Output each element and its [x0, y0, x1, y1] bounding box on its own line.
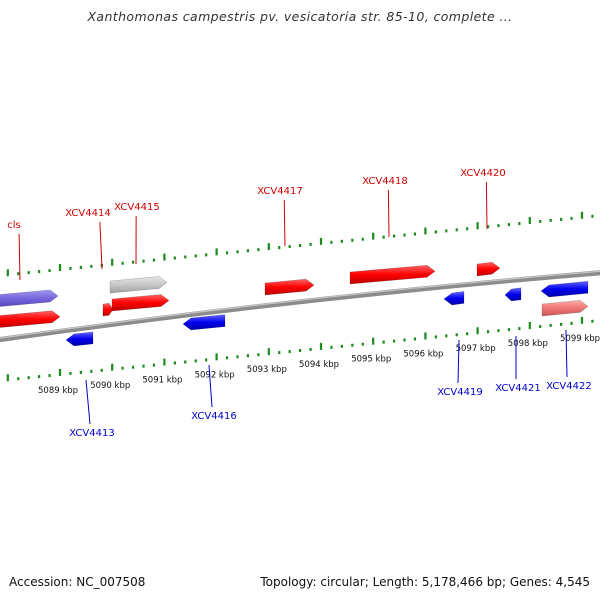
reverse-gene-label[interactable]: XCV4416	[191, 411, 236, 422]
reverse-gene[interactable]	[65, 331, 94, 347]
scale-tick-label: 5097 kbp	[456, 344, 496, 354]
forward-gene-label[interactable]: cls	[7, 220, 21, 231]
purple-feature[interactable]	[0, 289, 59, 307]
scale-tick-label: 5091 kbp	[142, 376, 182, 386]
topology-text: Topology: circular; Length: 5,178,466 bp…	[260, 575, 590, 589]
scale-tick-label: 5096 kbp	[403, 349, 443, 359]
forward-gene-label[interactable]: XCV4417	[257, 186, 302, 197]
grey-feature[interactable]	[109, 276, 168, 294]
accession-text: Accession: NC_007508	[9, 575, 146, 589]
scale-tick-label: 5093 kbp	[247, 365, 287, 375]
scale-tick-label: 5095 kbp	[351, 355, 391, 365]
scale-tick-label: 5094 kbp	[299, 360, 339, 370]
scale-tick-label: 5092 kbp	[195, 370, 235, 380]
reverse-gene[interactable]	[443, 291, 465, 306]
scale-ticks: 5089 kbp 5090 kbp 5091 kbp 5092 kbp 5093 kbp…	[6, 211, 600, 396]
gene-label-leader	[283, 199, 286, 247]
reverse-gene-label[interactable]: XCV4413	[69, 428, 114, 439]
scale-tick-label: 5089 kbp	[38, 386, 78, 396]
forward-gene-label[interactable]: XCV4420	[460, 168, 505, 179]
forward-gene[interactable]	[102, 302, 114, 317]
forward-gene[interactable]	[0, 310, 61, 328]
scale-tick-label: 5090 kbp	[90, 381, 130, 391]
reverse-gene[interactable]	[182, 314, 226, 331]
gene-label-leader	[18, 233, 21, 281]
reverse-gene[interactable]	[504, 287, 522, 302]
reverse-gene-label[interactable]: XCV4421	[495, 383, 540, 394]
map-title: Xanthomonas campestris pv. vesicatoria s…	[87, 9, 513, 24]
gene-label-leader	[208, 364, 213, 408]
scale-tick-label: 5098 kbp	[508, 339, 548, 349]
gene-label-leader	[565, 329, 568, 378]
gene-label-leader	[485, 181, 488, 230]
reverse-gene-label[interactable]: XCV4422	[546, 381, 591, 392]
forward-gene[interactable]	[476, 261, 501, 277]
forward-gene-label[interactable]: XCV4418	[362, 176, 407, 187]
features	[0, 276, 589, 317]
scale-tick-label: 5099 kbp	[560, 334, 600, 344]
forward-gene[interactable]	[111, 294, 170, 312]
forward-gene-label[interactable]: XCV4415	[114, 202, 159, 213]
gene-labels: cls XCV4414 XCV4415 XCV4417 XCV4418 XCV4420 XC…	[7, 168, 591, 439]
reverse-gene[interactable]	[540, 280, 589, 298]
chromosome-backbone	[0, 270, 600, 343]
gene-label-leader	[457, 339, 460, 384]
gene-label-leader	[387, 189, 390, 238]
reverse-gene-label[interactable]: XCV4419	[437, 387, 482, 398]
pink-feature[interactable]	[541, 300, 589, 317]
forward-gene-label[interactable]: XCV4414	[65, 208, 110, 219]
forward-gene[interactable]	[349, 264, 436, 285]
genes	[0, 261, 589, 347]
gene-label-leader	[99, 221, 103, 270]
forward-gene[interactable]	[264, 278, 315, 296]
gene-label-leader	[85, 379, 91, 425]
